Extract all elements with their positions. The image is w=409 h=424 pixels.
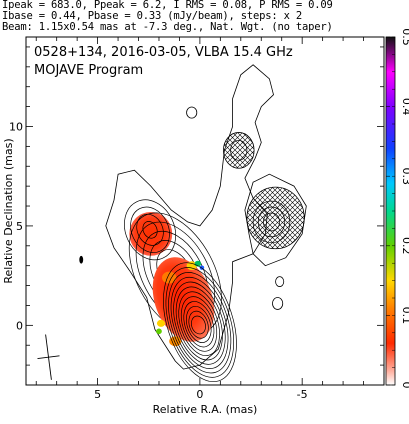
header-line-3: Beam: 1.15x0.54 mas at -7.3 deg., Nat. W… — [2, 21, 333, 33]
plot-frame — [25, 36, 385, 386]
y-tick-label: 10 — [9, 120, 23, 133]
plot-title: 0528+134, 2016-03-05, VLBA 15.4 GHz — [34, 45, 293, 60]
header-line-2: Ibase = 0.44, Pbase = 0.33 (mJy/beam), s… — [2, 10, 302, 22]
header-line-1: Ipeak = 683.0, Ppeak = 6.2, I RMS = 0.08… — [2, 0, 333, 11]
core-contour — [173, 281, 226, 365]
plot-subtitle: MOJAVE Program — [34, 63, 143, 78]
contour-isolated — [79, 255, 84, 264]
core-contour — [165, 267, 234, 378]
core-contour — [175, 286, 223, 361]
core-polarization-orange — [162, 271, 177, 284]
y-tick-label: 0 — [16, 319, 23, 332]
colorbar-tick-label: 0.4 — [400, 98, 409, 116]
core-contour — [178, 291, 220, 356]
contour-isolated — [275, 276, 285, 287]
core-polarization-green — [156, 328, 162, 335]
hatched-contour — [230, 140, 248, 161]
hatched-contour — [262, 212, 281, 232]
colorbar-tick-label: 0.3 — [400, 167, 409, 185]
knot-polarization — [129, 211, 173, 256]
colorbar-tick-label: 0.2 — [400, 237, 409, 255]
core-polarization-yellow — [156, 319, 166, 327]
contour-outer — [105, 64, 274, 370]
hatched-region-upper — [223, 132, 255, 169]
core-contour — [185, 305, 212, 343]
knot-contour — [124, 199, 177, 261]
core-contour — [191, 315, 206, 335]
y-tick-label: 5 — [16, 220, 23, 233]
core-contour — [168, 272, 232, 374]
x-tick-label: -5 — [297, 388, 308, 401]
beam-minor-axis — [37, 355, 60, 360]
core-contour — [180, 296, 218, 352]
contour-isolated — [272, 297, 284, 310]
core-contour — [183, 301, 215, 348]
hatched-contour — [252, 200, 291, 244]
contour-right-lobe — [244, 173, 307, 267]
hatched-contour — [257, 206, 286, 238]
core-contour — [163, 262, 237, 383]
hatched-region — [246, 186, 305, 250]
core-polarization-yellow — [186, 261, 197, 271]
colorbar-tick-label: 0 — [400, 382, 409, 389]
x-tick-label: 0 — [196, 388, 203, 401]
colorbar-tick-label: 0.5 — [400, 28, 409, 46]
knot-contour — [142, 221, 158, 239]
knot-contour — [136, 213, 164, 246]
core-contour — [170, 276, 229, 370]
knot-contour — [130, 206, 170, 253]
x-axis-label: Relative R.A. (mas) — [153, 403, 258, 416]
core-contour — [188, 310, 209, 339]
contour-isolated — [186, 106, 198, 119]
core-polarization-green — [194, 260, 202, 267]
x-tick-label: 5 — [94, 388, 101, 401]
colorbar-tick-label: 0.1 — [400, 307, 409, 325]
y-axis-label: Relative Declination (mas) — [2, 138, 15, 283]
